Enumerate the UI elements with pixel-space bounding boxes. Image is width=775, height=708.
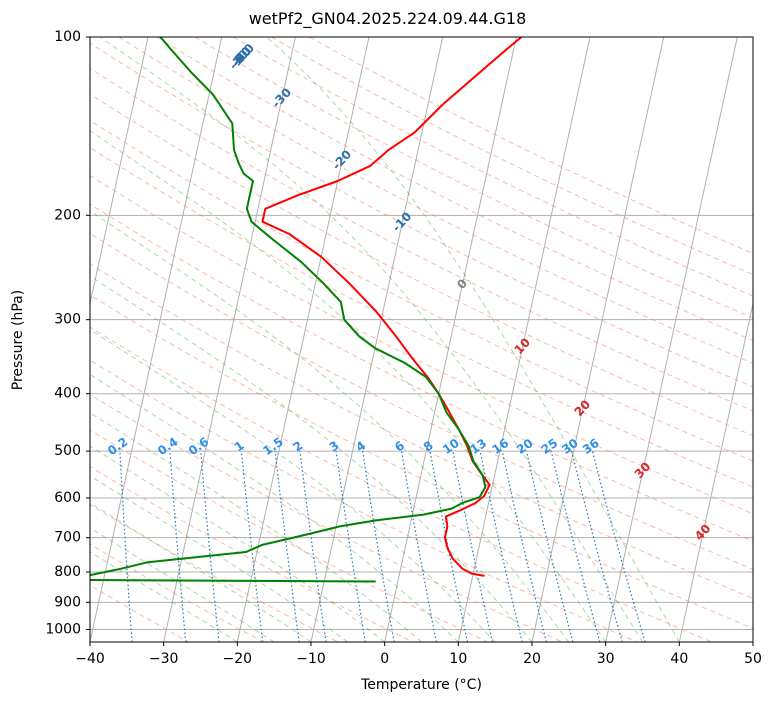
- y-tick-label: 600: [54, 490, 81, 506]
- mixing-ratio-line: [274, 451, 300, 642]
- dry-adiabat: [90, 67, 753, 412]
- mixing-ratio-line: [169, 451, 187, 642]
- y-tick-label: 800: [54, 564, 81, 580]
- x-axis-label: Temperature (°C): [361, 677, 482, 693]
- moist-adiabat: [90, 412, 422, 642]
- x-tick-label: −40: [75, 651, 105, 667]
- mixing-ratio-line: [452, 450, 493, 642]
- y-tick-label: 700: [54, 530, 81, 546]
- dry-adiabat: [90, 42, 753, 388]
- mixing-ratio-line: [335, 451, 366, 642]
- x-tick-label: 0: [380, 651, 389, 667]
- plot-frame: [89, 36, 754, 643]
- mixing-ratio-line: [299, 451, 327, 642]
- moist-adiabat: [90, 475, 349, 642]
- mixing-ratio-line: [525, 450, 574, 642]
- isotherm-gridline: [752, 639, 753, 642]
- x-tick-label: 10: [449, 651, 467, 667]
- chart-title: wetPf2_GN04.2025.224.09.44.G18: [248, 9, 527, 28]
- dry-adiabat: [90, 359, 638, 642]
- moist-adiabat: [90, 130, 607, 642]
- isotherm-gridline: [678, 301, 753, 642]
- dry-adiabat: [156, 37, 753, 341]
- y-tick-label: 1000: [45, 621, 81, 637]
- x-tick-label: 30: [597, 651, 615, 667]
- dry-adiabat: [90, 294, 753, 629]
- y-tick-label: 300: [54, 312, 81, 328]
- isotherm-gridline: [236, 37, 370, 642]
- isotherm-gridline: [0, 37, 1, 642]
- y-tick-label: 400: [54, 386, 81, 402]
- y-tick-label: 500: [54, 443, 81, 459]
- dry-adiabat: [90, 429, 488, 642]
- isotherm-gridline: [457, 37, 591, 642]
- dry-adiabat: [309, 37, 753, 255]
- y-tick-label: 200: [54, 207, 81, 223]
- dry-adiabat: [90, 326, 712, 642]
- isotherm-gridline: [90, 37, 223, 642]
- plot-area: [90, 37, 753, 642]
- x-tick-label: −20: [223, 651, 253, 667]
- dry-adiabat: [232, 37, 753, 297]
- isotherm-gridline: [163, 37, 296, 642]
- dry-adiabat: [90, 93, 753, 437]
- mixing-ratio-line: [429, 450, 469, 642]
- dry-adiabat: [90, 147, 753, 488]
- dry-adiabat: [90, 504, 339, 642]
- x-tick-label: 50: [744, 651, 762, 667]
- isotherm-gridline: [384, 37, 517, 642]
- x-tick-label: −30: [149, 651, 179, 667]
- moist-adiabat: [266, 37, 680, 642]
- dry-adiabat: [90, 203, 753, 542]
- y-tick-label: 100: [54, 29, 81, 45]
- mixing-ratio-line: [571, 450, 623, 642]
- mixing-ratio-line: [200, 451, 220, 642]
- mixing-ratio-line: [479, 450, 523, 642]
- moist-adiabat: [99, 37, 643, 642]
- dry-adiabat: [90, 263, 753, 599]
- mixing-ratio-line: [591, 450, 646, 642]
- isotherm-gridline: [310, 37, 444, 642]
- mixing-ratio-line: [501, 450, 547, 642]
- y-tick-label: 900: [54, 594, 81, 610]
- moist-adiabat: [90, 275, 533, 642]
- moist-adiabat: [90, 210, 570, 642]
- dry-adiabat: [90, 119, 753, 462]
- mixing-ratio-line: [73, 451, 82, 642]
- isotherm-gridline: [90, 37, 149, 306]
- mixing-ratio-line: [550, 450, 601, 642]
- x-tick-label: 20: [523, 651, 541, 667]
- y-axis-label: Pressure (hPa): [10, 289, 26, 391]
- x-tick-label: 40: [670, 651, 688, 667]
- isotherm-gridline: [605, 37, 738, 642]
- dry-adiabat: [90, 232, 753, 570]
- moist-adiabat: [90, 328, 496, 642]
- dewpoint-profile-line: [90, 37, 487, 583]
- mixing-ratio-line: [240, 451, 264, 642]
- x-tick-label: −10: [296, 651, 326, 667]
- isotherm-gridline: [531, 37, 665, 642]
